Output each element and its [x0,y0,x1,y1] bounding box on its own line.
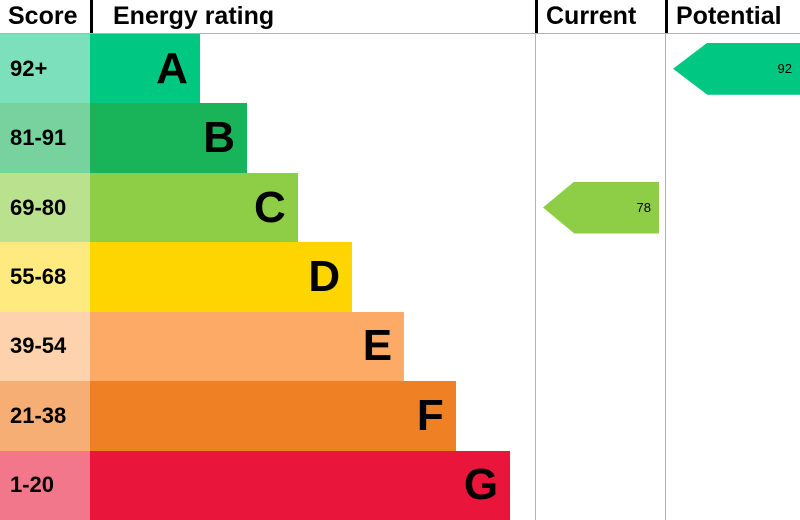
header-score: Score [8,2,78,30]
score-cell: 92+ [0,34,90,104]
current-cell [535,34,665,104]
current-cell [535,103,665,173]
rating-bar: C [90,172,298,243]
header-current: Current [535,0,665,33]
rating-letter: E [362,321,393,371]
score-label: 92+ [10,55,48,81]
potential-cell [665,242,800,312]
chart-header: Score Energy rating Current Potential [0,0,800,34]
potential-value: 92 [777,61,792,77]
bar-area: A [90,34,535,104]
score-cell: 21-38 [0,381,90,451]
potential-cell [665,311,800,382]
potential-cell [665,381,800,451]
rating-bar: G [90,450,511,520]
band-rows: 92+ A 92 81-91 B [0,34,800,520]
potential-cell [665,172,800,243]
bar-area: C [90,172,535,243]
rating-letter: D [308,251,341,301]
score-cell: 55-68 [0,242,90,312]
score-label: 1-20 [10,472,55,498]
band-row-e: 39-54 E [0,311,800,382]
rating-bar: B [90,103,248,173]
band-row-a: 92+ A 92 [0,34,800,104]
score-cell: 69-80 [0,172,90,243]
current-cell: 78 [535,172,665,243]
rating-letter: A [156,43,188,93]
potential-cell [665,103,800,173]
rating-letter: G [463,460,499,510]
current-cell [535,381,665,451]
band-row-c: 69-80 C 78 [0,172,800,243]
current-arrow: 78 [543,181,659,234]
rating-letter: C [254,182,286,232]
potential-arrow: 92 [673,42,800,95]
band-row-g: 1-20 G [0,450,800,520]
potential-cell: 92 [665,34,800,104]
current-value: 78 [636,200,651,216]
score-label: 39-54 [10,333,67,359]
header-energy-rating: Energy rating [90,0,535,33]
current-cell [535,311,665,382]
rating-bar: D [90,242,353,312]
potential-cell [665,450,800,520]
bar-area: B [90,103,535,173]
header-potential: Potential [665,0,800,33]
score-label: 21-38 [10,402,67,428]
rating-bar: F [90,381,456,451]
bar-area: D [90,242,535,312]
score-label: 55-68 [10,263,67,289]
band-row-b: 81-91 B [0,103,800,173]
bar-area: F [90,381,535,451]
band-row-d: 55-68 D [0,242,800,312]
score-cell: 39-54 [0,311,90,382]
score-cell: 1-20 [0,450,90,520]
rating-bar: E [90,311,405,382]
band-row-f: 21-38 F [0,381,800,451]
current-cell [535,450,665,520]
bar-area: E [90,311,535,382]
rating-letter: F [416,390,444,440]
score-cell: 81-91 [0,103,90,173]
score-label: 69-80 [10,194,67,220]
rating-letter: B [203,113,236,163]
current-cell [535,242,665,312]
bar-area: G [90,450,535,520]
score-label: 81-91 [10,125,67,151]
rating-bar: A [90,34,200,104]
